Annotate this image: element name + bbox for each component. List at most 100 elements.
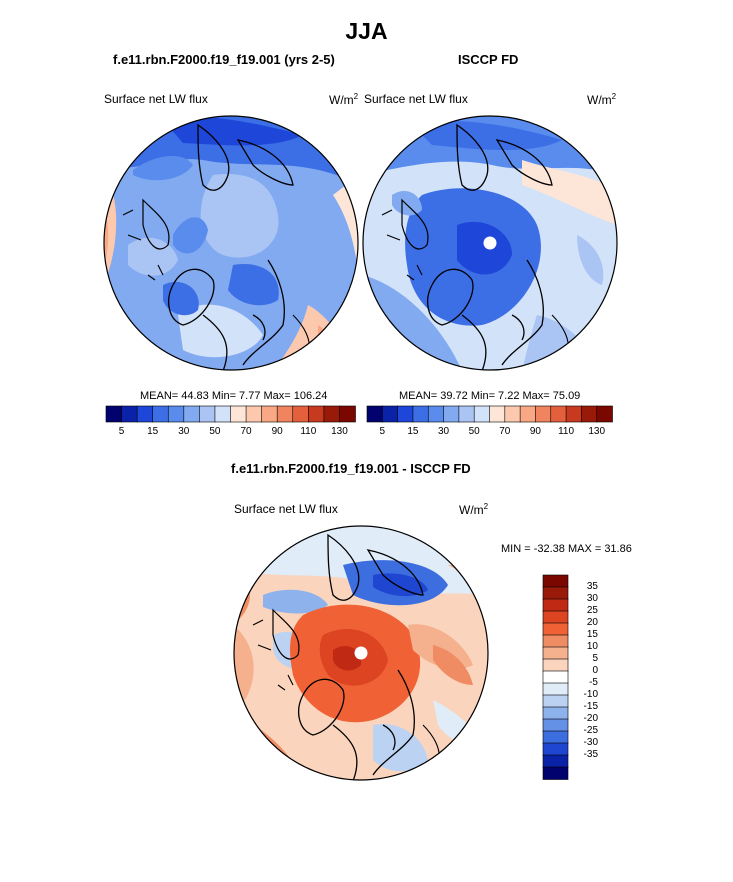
diff-colorbar-tick-label: -20 — [583, 713, 598, 724]
right-colorbar-tick-label: 70 — [499, 426, 511, 437]
diff-polar-map — [233, 525, 489, 781]
right-colorbar-swatch — [535, 405, 552, 423]
right-colorbar-swatch — [427, 405, 445, 423]
left-panel-title: f.e11.rbn.F2000.f19_f19.001 (yrs 2-5) — [113, 52, 335, 67]
diff-colorbar-swatch — [542, 574, 569, 588]
left-colorbar-tick-label: 30 — [178, 426, 190, 437]
right-colorbar-swatch — [565, 405, 583, 423]
right-colorbar-tick-label: 30 — [438, 426, 450, 437]
diff-colorbar — [542, 574, 569, 780]
diff-colorbar-tick-label: -10 — [583, 689, 598, 700]
left-variable-label: Surface net LW flux — [104, 92, 208, 106]
diff-units-label: W/m2 — [459, 502, 489, 517]
left-colorbar-swatch — [214, 405, 232, 423]
diff-colorbar-swatch — [542, 706, 569, 720]
right-colorbar-swatch — [489, 405, 506, 423]
right-colorbar-swatch — [382, 405, 399, 423]
diff-colorbar-swatch — [542, 598, 569, 612]
left-colorbar-swatch — [167, 405, 185, 423]
right-colorbar-tick-label: 110 — [558, 426, 575, 437]
right-polar-map — [362, 115, 618, 371]
diff-panel-title: f.e11.rbn.F2000.f19_f19.001 - ISCCP FD — [231, 461, 471, 476]
right-colorbar-swatch — [397, 405, 414, 423]
left-colorbar-tick-label: 130 — [331, 426, 348, 437]
diff-colorbar-swatch — [542, 766, 569, 780]
left-colorbar-swatch — [121, 405, 138, 423]
right-variable-label: Surface net LW flux — [364, 92, 468, 106]
right-colorbar-swatch — [596, 405, 613, 423]
left-colorbar-swatch — [261, 405, 278, 423]
left-colorbar-tick-label: 110 — [300, 426, 317, 437]
right-colorbar-swatch — [366, 405, 384, 423]
right-colorbar-swatch — [504, 405, 521, 423]
diff-colorbar-swatch — [542, 646, 569, 660]
left-colorbar-swatch — [339, 405, 356, 423]
left-stats: MEAN= 44.83 Min= 7.77 Max= 106.24 — [140, 390, 328, 402]
diff-colorbar-swatch — [542, 670, 569, 684]
right-colorbar — [366, 405, 613, 423]
diff-colorbar-tick-label: 0 — [592, 665, 598, 676]
diff-colorbar-tick-label: -25 — [583, 725, 598, 736]
diff-colorbar-tick-label: 30 — [586, 593, 598, 604]
left-colorbar-tick-label: 50 — [209, 426, 221, 437]
diff-variable-label: Surface net LW flux — [234, 502, 338, 516]
diff-colorbar-swatch — [542, 742, 569, 756]
right-colorbar-tick-label: 5 — [379, 426, 386, 437]
right-colorbar-tick-label: 50 — [468, 426, 480, 437]
left-polar-map — [103, 115, 359, 371]
left-colorbar-tick-label: 15 — [147, 426, 159, 437]
left-colorbar-tick-label: 90 — [271, 426, 283, 437]
diff-colorbar-swatch — [542, 610, 569, 624]
right-panel-title: ISCCP FD — [458, 52, 519, 67]
right-colorbar-swatch — [412, 405, 430, 423]
right-colorbar-swatch — [519, 405, 537, 423]
left-colorbar-swatch — [323, 405, 341, 423]
left-colorbar-swatch — [183, 405, 201, 423]
right-colorbar-swatch — [443, 405, 460, 423]
left-colorbar-tick-label: 5 — [118, 426, 125, 437]
diff-colorbar-swatch — [542, 754, 569, 768]
diff-colorbar-tick-label: 15 — [586, 629, 598, 640]
diff-colorbar-swatch — [542, 682, 569, 696]
diff-minmax: MIN = -32.38 MAX = 31.86 — [501, 543, 632, 555]
missing-pole-marker — [483, 236, 497, 250]
left-colorbar-tick-label: 70 — [240, 426, 252, 437]
diff-colorbar-tick-label: -15 — [583, 701, 598, 712]
diff-colorbar-swatch — [542, 634, 569, 648]
diff-pole-marker — [354, 646, 368, 660]
left-units-label: W/m2 — [329, 92, 359, 107]
diff-colorbar-swatch — [542, 694, 569, 708]
diff-colorbar-swatch — [542, 586, 569, 600]
left-colorbar — [105, 405, 356, 423]
left-colorbar-swatch — [105, 405, 123, 423]
diff-colorbar-tick-label: 5 — [592, 653, 598, 664]
left-colorbar-swatch — [276, 405, 294, 423]
left-colorbar-swatch — [199, 405, 216, 423]
diff-colorbar-tick-label: -35 — [583, 749, 598, 760]
diff-colorbar-tick-label: 35 — [586, 581, 598, 592]
right-colorbar-tick-label: 90 — [529, 426, 541, 437]
diff-colorbar-tick-label: 25 — [586, 605, 598, 616]
right-colorbar-swatch — [550, 405, 567, 423]
right-colorbar-tick-label: 130 — [588, 426, 606, 437]
left-colorbar-swatch — [152, 405, 170, 423]
diff-colorbar-swatch — [542, 718, 569, 732]
left-colorbar-swatch — [292, 405, 310, 423]
left-colorbar-swatch — [245, 405, 263, 423]
diff-colorbar-tick-label: -30 — [583, 737, 598, 748]
right-colorbar-tick-label: 15 — [407, 426, 419, 437]
diff-colorbar-swatch — [542, 730, 569, 744]
right-colorbar-swatch — [458, 405, 475, 423]
left-colorbar-swatch — [308, 405, 325, 423]
left-colorbar-swatch — [136, 405, 154, 423]
left-colorbar-swatch — [230, 405, 247, 423]
right-colorbar-swatch — [473, 405, 491, 423]
diff-colorbar-swatch — [542, 622, 569, 636]
diff-colorbar-tick-label: -5 — [589, 677, 598, 688]
right-units-label: W/m2 — [587, 92, 617, 107]
diff-colorbar-tick-label: 20 — [586, 617, 598, 628]
diff-colorbar-tick-label: 10 — [586, 641, 598, 652]
right-colorbar-swatch — [581, 405, 598, 423]
right-stats: MEAN= 39.72 Min= 7.22 Max= 75.09 — [399, 390, 581, 402]
figure-title: JJA — [345, 18, 388, 44]
